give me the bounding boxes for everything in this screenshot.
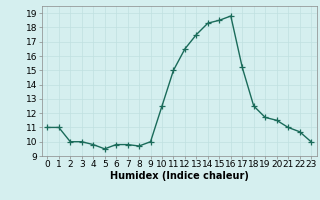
X-axis label: Humidex (Indice chaleur): Humidex (Indice chaleur) (110, 171, 249, 181)
